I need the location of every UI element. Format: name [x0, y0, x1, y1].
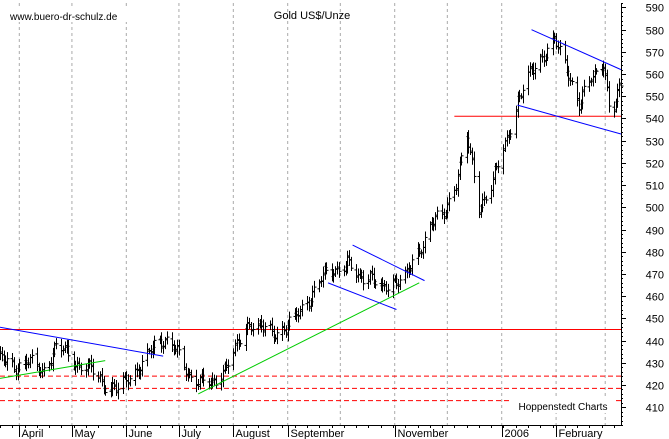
y-tick-label: 540	[646, 114, 664, 126]
x-tick-label: 2006	[505, 428, 529, 439]
x-tick-label: July	[182, 428, 202, 439]
support-resistance-lines	[0, 115, 621, 402]
x-tick-label: June	[129, 428, 153, 439]
chart-title: Gold US$/Unze	[274, 10, 350, 22]
y-tick-label: 520	[646, 159, 664, 171]
y-tick-label: 560	[646, 70, 664, 82]
credit-label: Hoppenstedt Charts	[519, 402, 608, 413]
y-tick-label: 570	[646, 48, 664, 60]
y-tick-label: 480	[646, 248, 664, 260]
channel-line	[0, 326, 164, 357]
uptrend-line	[0, 360, 106, 379]
x-tick-label: November	[398, 428, 449, 439]
channel-line	[327, 282, 397, 310]
y-tick-label: 490	[646, 226, 664, 238]
website-label: www.buero-dr-schulz.de	[9, 12, 118, 23]
y-tick-label: 440	[646, 337, 664, 349]
y-tick-label: 510	[646, 181, 664, 193]
y-tick-label: 590	[646, 3, 664, 15]
y-tick-label: 500	[646, 203, 664, 215]
x-tick-label: May	[75, 428, 96, 439]
channel-line	[517, 104, 622, 135]
channel-line	[531, 29, 622, 71]
x-tick-label: February	[559, 428, 604, 439]
uptrend-line	[198, 282, 420, 395]
x-axis-ticks: April May June July August September November 2…	[0, 425, 615, 439]
y-axis-ticks: 410 420 430 440 450 460 470 480 490 500 510 520 530 5…	[621, 3, 664, 426]
y-tick-label: 580	[646, 26, 664, 38]
y-tick-label: 420	[646, 381, 664, 393]
channel-line	[352, 244, 425, 282]
y-tick-label: 550	[646, 92, 664, 104]
x-tick-label: September	[291, 428, 345, 439]
price-bars	[0, 30, 624, 400]
website-box	[7, 9, 135, 22]
credit-box	[512, 399, 616, 413]
trend-lines	[0, 29, 622, 395]
y-tick-label: 530	[646, 137, 664, 149]
y-tick-label: 450	[646, 314, 664, 326]
x-tick-label: August	[236, 428, 270, 439]
x-tick-label: April	[22, 428, 44, 439]
y-tick-label: 430	[646, 359, 664, 371]
y-tick-label: 470	[646, 270, 664, 282]
y-tick-label: 460	[646, 292, 664, 304]
y-tick-label: 410	[646, 403, 664, 415]
